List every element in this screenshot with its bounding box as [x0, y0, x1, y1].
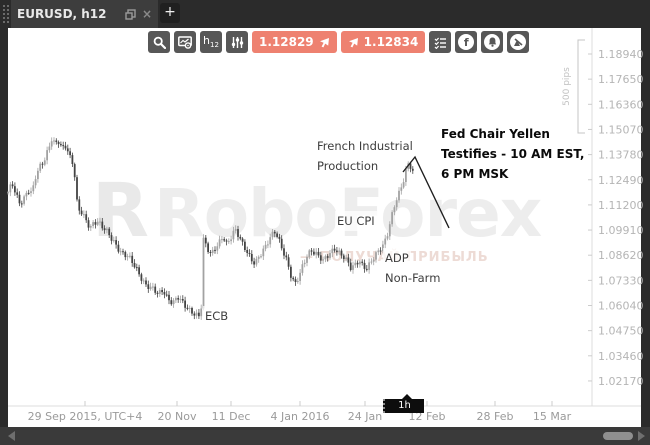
zoom-icon[interactable]	[148, 31, 170, 53]
svg-text:1.04750: 1.04750	[598, 325, 644, 338]
svg-text:12 Feb: 12 Feb	[409, 410, 446, 423]
svg-text:1.15070: 1.15070	[598, 123, 644, 136]
annotation-adp-non-farm: ADP Non-Farm	[383, 248, 443, 288]
timeframe-icon[interactable]: h12	[200, 31, 222, 53]
annotation-eu-cpi: EU CPI	[335, 211, 377, 231]
cursor-icon	[348, 37, 358, 47]
svg-text:1.03460: 1.03460	[598, 350, 644, 363]
timeframe-main: h	[203, 33, 211, 47]
svg-text:1.09910: 1.09910	[598, 224, 644, 237]
svg-text:1.06040: 1.06040	[598, 300, 644, 313]
objects-list-icon[interactable]	[429, 31, 452, 53]
tab-bar: EURUSD, h12 × +	[0, 0, 650, 28]
svg-text:28 Feb: 28 Feb	[477, 410, 514, 423]
svg-text:29 Sep 2015, UTC+4: 29 Sep 2015, UTC+4	[28, 410, 143, 423]
annotation-ecb: ECB	[203, 306, 231, 326]
scroll-right-icon[interactable]	[638, 431, 645, 441]
svg-text:500 pips: 500 pips	[562, 67, 572, 106]
sell-button[interactable]: 1.12829	[252, 31, 337, 53]
svg-text:11 Dec: 11 Dec	[212, 410, 251, 423]
close-icon[interactable]: ×	[141, 7, 152, 21]
popout-icon[interactable]	[125, 8, 136, 20]
tab-title: EURUSD, h12	[17, 7, 107, 21]
tab-eurusd-h12[interactable]: EURUSD, h12 ×	[11, 0, 158, 28]
drawing-icon[interactable]	[507, 31, 530, 53]
annotation-fed-chair-yellen: Fed Chair Yellen Testifies - 10 AM EST, …	[439, 124, 587, 184]
facebook-icon[interactable]: f	[455, 31, 478, 53]
alerts-icon[interactable]	[481, 31, 504, 53]
roboforex-logo: R	[92, 168, 149, 254]
svg-text:1.11200: 1.11200	[598, 199, 644, 212]
svg-text:4 Jan 2016: 4 Jan 2016	[271, 410, 330, 423]
buy-button[interactable]: 1.12834	[340, 31, 426, 53]
chart-panel	[8, 28, 641, 427]
period-badge[interactable]: 1h	[383, 394, 424, 413]
scroll-left-icon[interactable]	[8, 431, 15, 441]
drag-grip-icon[interactable]	[2, 4, 11, 24]
svg-text:1.13780: 1.13780	[598, 149, 644, 162]
svg-text:1.02170: 1.02170	[598, 375, 644, 388]
svg-text:1.18940: 1.18940	[598, 48, 644, 61]
scrollbar-thumb[interactable]	[603, 432, 633, 440]
buy-price: 1.12834	[363, 35, 419, 49]
watermark: RRoboForex	[92, 168, 542, 254]
annotation-french-industrial-production: French Industrial Production	[315, 136, 415, 176]
chart-toolbar: h12 1.12829 1.12834 f	[148, 31, 530, 53]
svg-text:1.07330: 1.07330	[598, 274, 644, 287]
chart-settings-icon[interactable]	[174, 31, 196, 53]
horizontal-scrollbar[interactable]	[0, 427, 650, 445]
new-tab-button[interactable]: +	[160, 3, 180, 23]
svg-text:1.08620: 1.08620	[598, 249, 644, 262]
svg-text:15 Mar: 15 Mar	[533, 410, 572, 423]
cursor-icon	[319, 37, 329, 47]
svg-text:24 Jan: 24 Jan	[348, 410, 382, 423]
svg-text:1.12490: 1.12490	[598, 174, 644, 187]
timeframe-sub: 12	[210, 41, 219, 50]
sell-price: 1.12829	[259, 35, 314, 49]
svg-text:1.17650: 1.17650	[598, 73, 644, 86]
indicators-icon[interactable]	[226, 31, 248, 53]
svg-text:20 Nov: 20 Nov	[158, 410, 197, 423]
svg-text:1.16360: 1.16360	[598, 98, 644, 111]
